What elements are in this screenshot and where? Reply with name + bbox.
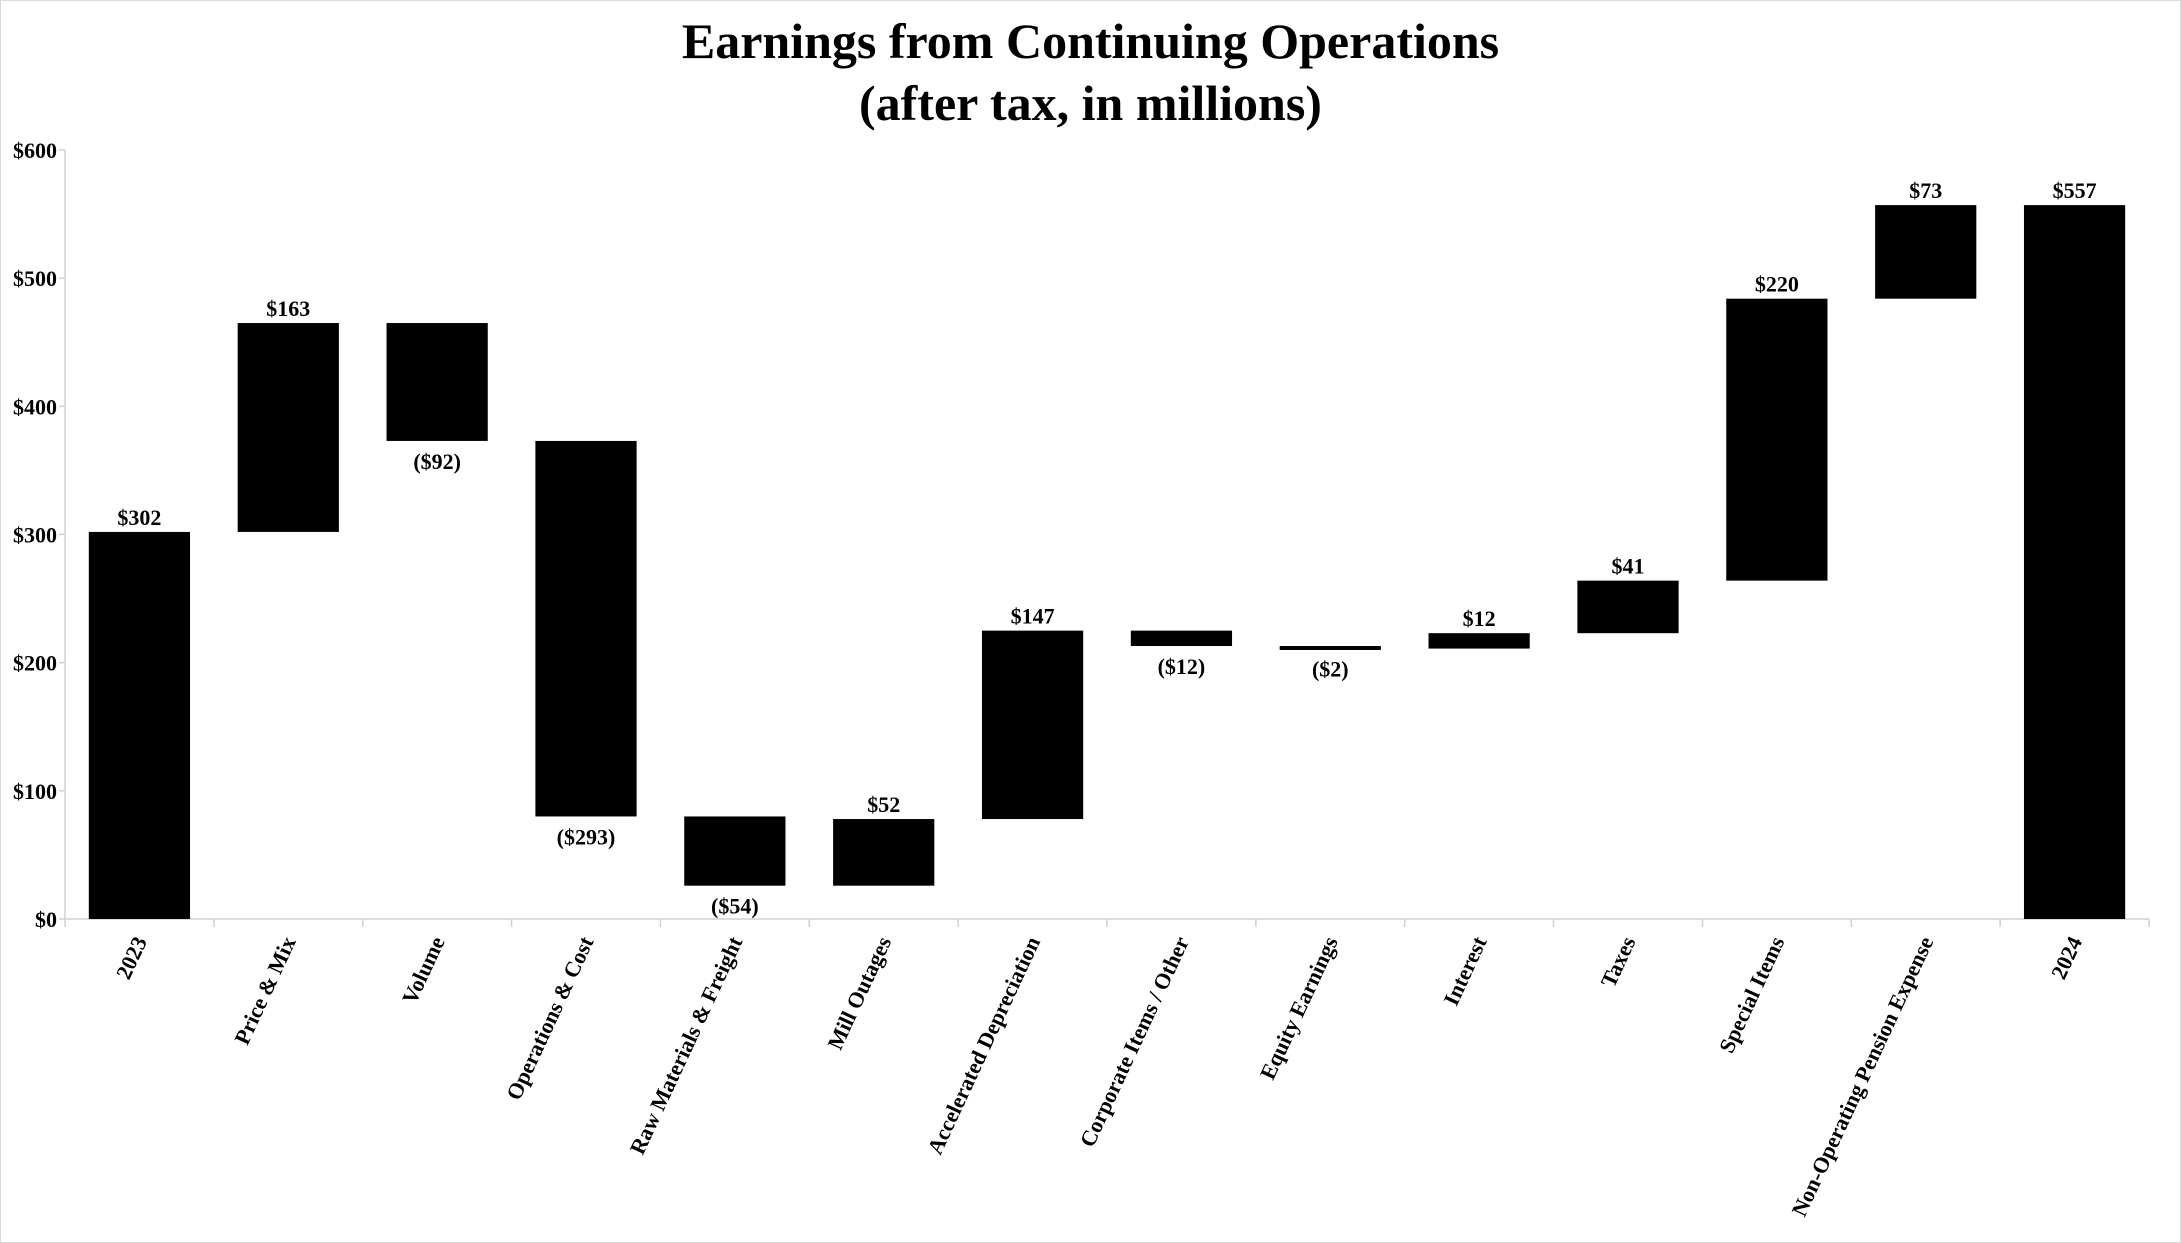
bar: [684, 816, 786, 886]
y-tick-label: $500: [13, 266, 57, 291]
y-tick-label: $600: [13, 138, 57, 163]
data-label: $41: [1612, 554, 1645, 579]
bar: [1726, 298, 1828, 581]
data-label: ($293): [557, 824, 616, 849]
data-label: $147: [1011, 604, 1055, 629]
data-label: $73: [1909, 178, 1942, 203]
data-label: ($54): [711, 894, 759, 919]
x-tick-label: Interest: [1438, 932, 1492, 1009]
data-label: $12: [1463, 606, 1496, 631]
x-tick-label: Corporate Items / Other: [1074, 932, 1194, 1150]
bar: [535, 440, 637, 817]
data-label: $557: [2053, 178, 2097, 203]
data-label: $220: [1755, 272, 1799, 297]
data-label: $52: [867, 792, 900, 817]
x-tick-label: Volume: [397, 932, 450, 1007]
x-tick-label: Taxes: [1595, 932, 1640, 991]
x-tick-label: Raw Materials & Freight: [624, 932, 747, 1158]
bar: [981, 630, 1084, 820]
data-label: $302: [117, 505, 161, 530]
x-tick-label: 2023: [111, 933, 152, 983]
x-tick-label: Equity Earnings: [1255, 932, 1343, 1083]
x-tick-label: Special Items: [1714, 932, 1790, 1056]
bar: [2023, 205, 2126, 919]
x-tick-label: 2024: [2046, 933, 2087, 983]
bar: [833, 819, 935, 886]
data-label: ($92): [413, 449, 461, 474]
data-label: ($12): [1158, 654, 1206, 679]
bar: [1130, 630, 1233, 647]
bar: [1279, 646, 1381, 651]
bar: [386, 323, 488, 441]
bar: [1428, 633, 1530, 649]
x-tick-label: Accelerated Depreciation: [922, 933, 1045, 1159]
bar: [1577, 580, 1679, 634]
y-tick-label: $200: [13, 651, 57, 676]
bar: [1875, 205, 1977, 299]
x-tick-label: Mill Outages: [822, 932, 896, 1053]
data-label: $163: [266, 296, 310, 321]
x-tick-label: Non-Operating Pension Expense: [1786, 932, 1938, 1220]
x-tick-label: Price & Mix: [229, 933, 301, 1049]
bar: [88, 531, 191, 919]
y-tick-label: $0: [35, 907, 57, 932]
bar: [237, 323, 339, 532]
y-tick-label: $400: [13, 394, 57, 419]
data-label: ($2): [1312, 657, 1349, 682]
chart-subtitle: (after tax, in millions): [859, 75, 1322, 131]
y-tick-label: $300: [13, 523, 57, 548]
chart-title: Earnings from Continuing Operations: [681, 13, 1500, 69]
y-tick-label: $100: [13, 779, 57, 804]
x-tick-label: Operations & Cost: [501, 932, 599, 1104]
